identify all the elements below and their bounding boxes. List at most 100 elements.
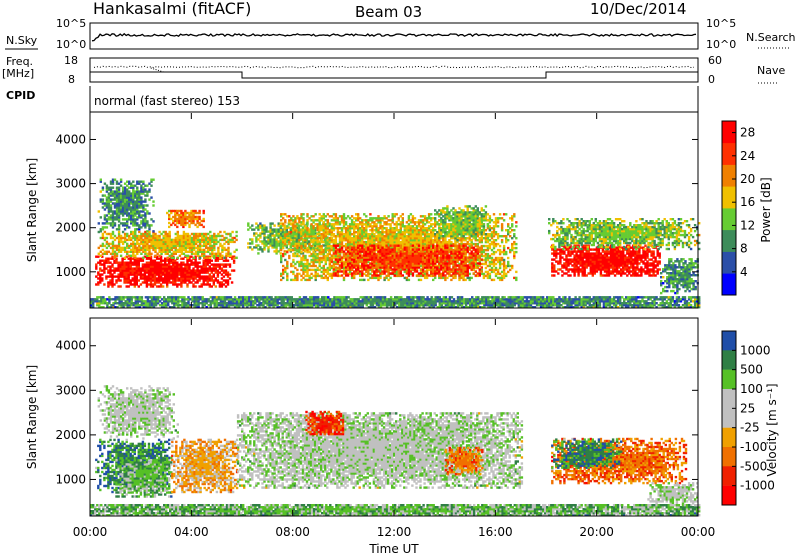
heatmap-cell [141, 259, 145, 262]
heatmap-cell [130, 250, 133, 253]
heatmap-cell [125, 267, 128, 270]
heatmap-cell [107, 208, 111, 211]
heatmap-cell [322, 235, 325, 238]
heatmap-cell [192, 267, 195, 270]
heatmap-cell [145, 269, 149, 272]
heatmap-cell [298, 260, 301, 264]
heatmap-cell [322, 233, 325, 236]
heatmap-cell [334, 268, 338, 272]
nsky-line [91, 32, 697, 42]
heatmap-cell [152, 234, 155, 238]
heatmap-cell [103, 252, 107, 255]
heatmap-cell [144, 252, 147, 255]
heatmap-cell [99, 190, 102, 193]
heatmap-cell [353, 227, 356, 230]
heatmap-cell [123, 196, 127, 199]
heatmap-cell [139, 267, 143, 270]
heatmap-cell [223, 248, 226, 252]
heatmap-cell [113, 254, 117, 257]
heatmap-cell [103, 271, 106, 274]
heatmap-cell [123, 240, 127, 244]
heatmap-cell [115, 190, 119, 193]
heatmap-cell [359, 239, 362, 242]
heatmap-cell [301, 246, 305, 249]
heatmap-cell [198, 209, 201, 213]
heatmap-cell [105, 218, 109, 221]
heatmap-cell [204, 277, 207, 280]
heatmap-cell [129, 261, 132, 264]
heatmap-cell [300, 250, 303, 254]
heatmap-cell [300, 215, 303, 218]
heatmap-cell [109, 279, 112, 282]
heatmap-cell [119, 184, 123, 187]
heatmap-cell [515, 246, 518, 250]
heatmap-cell [320, 227, 323, 230]
heatmap-cell [326, 219, 329, 222]
heatmap-cell [307, 246, 311, 249]
heatmap-cell [285, 246, 288, 249]
heatmap-cell [123, 267, 126, 270]
heatmap-cell [134, 248, 137, 252]
heatmap-cell [344, 239, 348, 242]
heatmap-cell [211, 246, 214, 250]
heatmap-cell [275, 232, 278, 235]
heatmap-cell [348, 250, 352, 254]
heatmap-cell [139, 283, 143, 286]
heatmap-cell [346, 235, 350, 238]
heatmap-cell [314, 252, 317, 256]
heatmap-cell [146, 184, 149, 187]
heatmap-cell [162, 246, 165, 250]
heatmap-cell [328, 239, 331, 242]
heatmap-cell [101, 222, 105, 225]
heatmap-cell [211, 236, 214, 240]
heatmap-cell [198, 265, 201, 268]
heatmap-cell [168, 215, 171, 219]
heatmap-cell [192, 256, 196, 259]
heatmap-cell [359, 246, 362, 250]
heatmap-cell [194, 261, 197, 264]
heatmap-cell [300, 221, 303, 224]
heatmap-cell [109, 192, 113, 195]
heatmap-cell [136, 194, 139, 197]
heatmap-cell [162, 238, 165, 242]
heatmap-cell [147, 261, 151, 264]
heatmap-cell [101, 206, 105, 209]
heatmap-cell [288, 240, 291, 244]
heatmap-cell [342, 264, 346, 268]
heatmap-cell [194, 257, 197, 260]
heatmap-cell [286, 215, 289, 218]
heatmap-cell [164, 257, 167, 260]
heatmap-cell [149, 285, 153, 288]
heatmap-cell [273, 230, 276, 233]
heatmap-cell [320, 229, 323, 232]
heatmap-cell [119, 236, 123, 240]
heatmap-cell [188, 211, 191, 215]
heatmap-cell [142, 232, 145, 236]
heatmap-cell [101, 248, 105, 252]
heatmap-cell [338, 231, 342, 234]
heatmap-cell [310, 264, 313, 268]
freq-panel [89, 57, 699, 83]
heatmap-cell [188, 255, 191, 258]
heatmap-cell [109, 269, 112, 272]
heatmap-cell [324, 219, 327, 222]
heatmap-cell [295, 238, 299, 241]
date-title: 10/Dec/2014 [590, 0, 686, 18]
heatmap-cell [296, 217, 299, 220]
heatmap-cell [308, 229, 311, 232]
heatmap-cell [135, 275, 138, 278]
heatmap-cell [161, 267, 165, 270]
heatmap-cell [176, 225, 179, 229]
heatmap-cell [105, 259, 108, 262]
heatmap-cell [334, 221, 338, 224]
heatmap-cell [330, 266, 334, 270]
heatmap-cell [180, 250, 184, 253]
heatmap-cell [130, 214, 133, 217]
heatmap-cell [292, 270, 295, 274]
heatmap-cell [105, 267, 108, 270]
heatmap-cell [144, 218, 147, 221]
heatmap-cell [314, 278, 317, 282]
heatmap-cell [192, 269, 195, 272]
heatmap-cell [190, 275, 193, 278]
heatmap-cell [142, 250, 145, 253]
